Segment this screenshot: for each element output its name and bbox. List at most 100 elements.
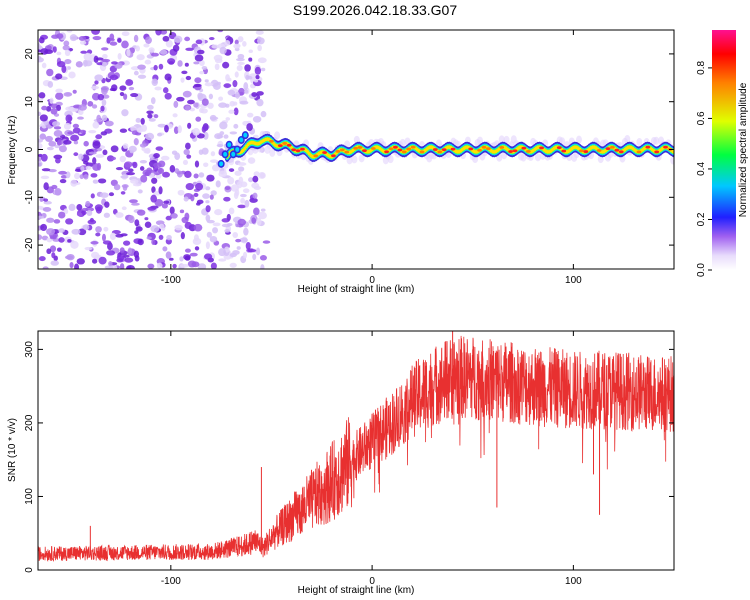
ridge-peak — [344, 150, 350, 154]
ridge-halo — [476, 136, 483, 145]
noise-blob — [72, 123, 79, 129]
noise-blob — [189, 107, 196, 112]
noise-blob — [199, 107, 204, 113]
snr-frame — [37, 330, 675, 571]
ridge-peak — [583, 150, 589, 153]
noise-blob — [179, 256, 184, 262]
ridge-peak — [450, 147, 456, 151]
noise-blob — [139, 166, 145, 171]
noise-blob — [181, 216, 189, 224]
noise-blob — [75, 61, 83, 68]
noise-blob — [41, 235, 49, 241]
noise-blob — [210, 190, 217, 196]
onset-blob — [223, 151, 228, 157]
noise-blob — [162, 171, 171, 178]
noise-blob — [227, 176, 235, 185]
noise-blob — [193, 223, 203, 232]
noise-blob — [262, 240, 271, 244]
noise-blob — [251, 92, 258, 97]
noise-blob — [58, 170, 67, 175]
noise-blob — [166, 234, 172, 241]
noise-blob — [260, 67, 266, 72]
ridge-halo — [503, 135, 510, 144]
noise-blob — [255, 30, 264, 35]
ridge-peak — [486, 147, 491, 151]
ridge-peak — [636, 150, 642, 154]
noise-blob — [252, 115, 262, 123]
noise-blob — [163, 200, 170, 205]
noise-blob — [206, 174, 215, 182]
noise-blob — [51, 252, 56, 259]
noise-blob — [76, 258, 85, 265]
noise-blob — [65, 218, 74, 225]
noise-blob — [43, 182, 49, 191]
noise-blob — [184, 36, 191, 42]
spectrogram-y-tick-label: -10 — [24, 190, 35, 205]
noise-blob — [119, 263, 125, 269]
ridge-peak — [610, 145, 615, 149]
colorbar-tick-label: 0.4 — [696, 162, 707, 176]
noise-blob — [232, 101, 238, 106]
noise-blob — [190, 194, 195, 202]
noise-blob — [158, 234, 164, 240]
noise-blob — [120, 175, 129, 179]
noise-blob — [182, 159, 189, 165]
noise-blob — [240, 193, 247, 198]
noise-blob — [247, 248, 257, 253]
noise-blob — [183, 254, 191, 260]
snr-y-tick-label: 200 — [24, 414, 35, 431]
noise-blob — [92, 140, 101, 149]
noise-blob — [120, 233, 128, 237]
noise-blob — [90, 240, 99, 245]
noise-blob — [222, 61, 230, 69]
noise-blob — [52, 46, 57, 53]
noise-blob — [169, 165, 176, 173]
noise-blob — [55, 157, 61, 164]
noise-blob — [60, 174, 68, 179]
noise-blob — [91, 104, 98, 109]
noise-blob — [137, 189, 143, 194]
noise-blob — [137, 238, 144, 246]
ridge-halo — [576, 135, 583, 144]
noise-blob — [194, 160, 200, 168]
noise-blob — [195, 116, 202, 122]
spectrogram-y-tick-label: 0 — [24, 146, 35, 152]
noise-blob — [145, 36, 152, 44]
noise-blob — [96, 62, 104, 66]
noise-blob — [90, 193, 95, 199]
noise-blob — [242, 188, 250, 194]
noise-blob — [153, 153, 160, 159]
noise-blob — [213, 82, 221, 90]
noise-blob — [99, 192, 109, 198]
noise-blob — [247, 75, 253, 80]
noise-blob — [209, 194, 214, 200]
spectrogram-heatmap — [38, 30, 674, 269]
noise-blob — [100, 131, 108, 136]
noise-blob — [135, 226, 143, 232]
ridge-peak — [291, 148, 297, 152]
noise-blob — [69, 261, 74, 269]
noise-blob — [151, 239, 156, 245]
noise-blob — [251, 182, 260, 189]
noise-blob — [214, 63, 220, 71]
noise-blob — [64, 49, 71, 57]
noise-blob — [167, 58, 176, 65]
noise-blob — [236, 58, 245, 62]
noise-blob — [151, 78, 159, 86]
noise-blob — [210, 151, 216, 157]
noise-blob — [153, 64, 158, 71]
noise-blob — [91, 251, 100, 259]
noise-blob — [224, 229, 230, 233]
noise-blob — [43, 200, 52, 205]
ridge-peak — [362, 149, 367, 153]
noise-blob — [69, 34, 78, 42]
noise-blob — [102, 149, 108, 156]
noise-blob — [201, 125, 207, 133]
noise-blob — [228, 109, 235, 114]
snr-series-line — [38, 335, 674, 562]
noise-blob — [124, 161, 133, 168]
noise-blob — [58, 228, 65, 233]
noise-blob — [185, 47, 194, 51]
noise-blob — [39, 114, 48, 122]
noise-blob — [234, 39, 239, 45]
